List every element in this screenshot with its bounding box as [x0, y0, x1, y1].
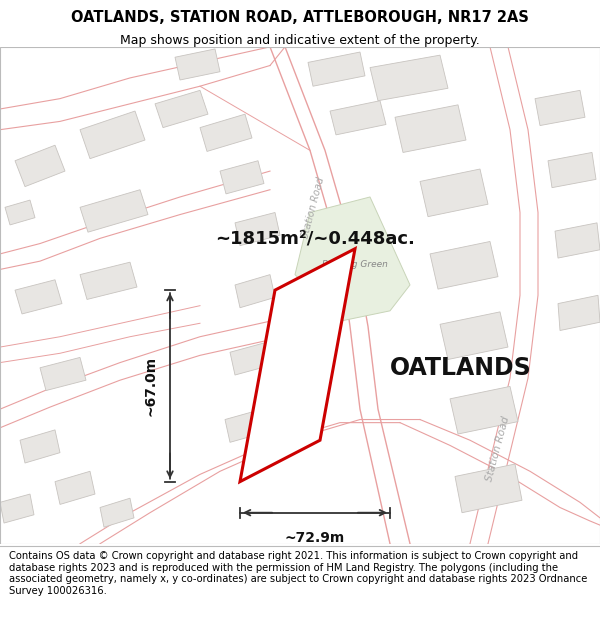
Polygon shape [558, 295, 600, 331]
Polygon shape [15, 145, 65, 187]
Text: Station Road: Station Road [300, 176, 326, 239]
Polygon shape [200, 114, 252, 151]
Polygon shape [295, 197, 410, 321]
Polygon shape [455, 464, 522, 512]
Polygon shape [55, 471, 95, 504]
Polygon shape [0, 494, 34, 523]
Polygon shape [20, 430, 60, 463]
Text: OATLANDS: OATLANDS [390, 356, 532, 380]
Text: ~67.0m: ~67.0m [144, 356, 158, 416]
Polygon shape [420, 169, 488, 217]
Polygon shape [5, 200, 35, 225]
Polygon shape [330, 101, 386, 135]
Text: Bowling Green: Bowling Green [322, 260, 388, 269]
Text: OATLANDS, STATION ROAD, ATTLEBOROUGH, NR17 2AS: OATLANDS, STATION ROAD, ATTLEBOROUGH, NR… [71, 10, 529, 25]
Polygon shape [175, 49, 220, 80]
Polygon shape [370, 55, 448, 101]
Polygon shape [80, 190, 148, 232]
Text: Contains OS data © Crown copyright and database right 2021. This information is : Contains OS data © Crown copyright and d… [9, 551, 587, 596]
Polygon shape [100, 498, 134, 528]
Polygon shape [80, 262, 137, 299]
Polygon shape [555, 223, 600, 258]
Polygon shape [80, 111, 145, 159]
Polygon shape [15, 280, 62, 314]
Polygon shape [308, 52, 365, 86]
Polygon shape [240, 249, 355, 482]
Polygon shape [235, 274, 275, 308]
Polygon shape [40, 357, 86, 391]
Polygon shape [450, 386, 518, 434]
Text: Station Road: Station Road [484, 415, 512, 482]
Text: ~72.9m: ~72.9m [285, 531, 345, 546]
Polygon shape [430, 241, 498, 289]
Polygon shape [220, 161, 264, 194]
Polygon shape [548, 152, 596, 188]
Polygon shape [395, 105, 466, 152]
Polygon shape [535, 91, 585, 126]
Text: Map shows position and indicative extent of the property.: Map shows position and indicative extent… [120, 34, 480, 47]
Text: ~1815m²/~0.448ac.: ~1815m²/~0.448ac. [215, 229, 415, 248]
Polygon shape [230, 342, 273, 375]
Polygon shape [440, 312, 508, 359]
Polygon shape [235, 213, 280, 246]
Polygon shape [225, 409, 267, 442]
Polygon shape [155, 91, 208, 128]
